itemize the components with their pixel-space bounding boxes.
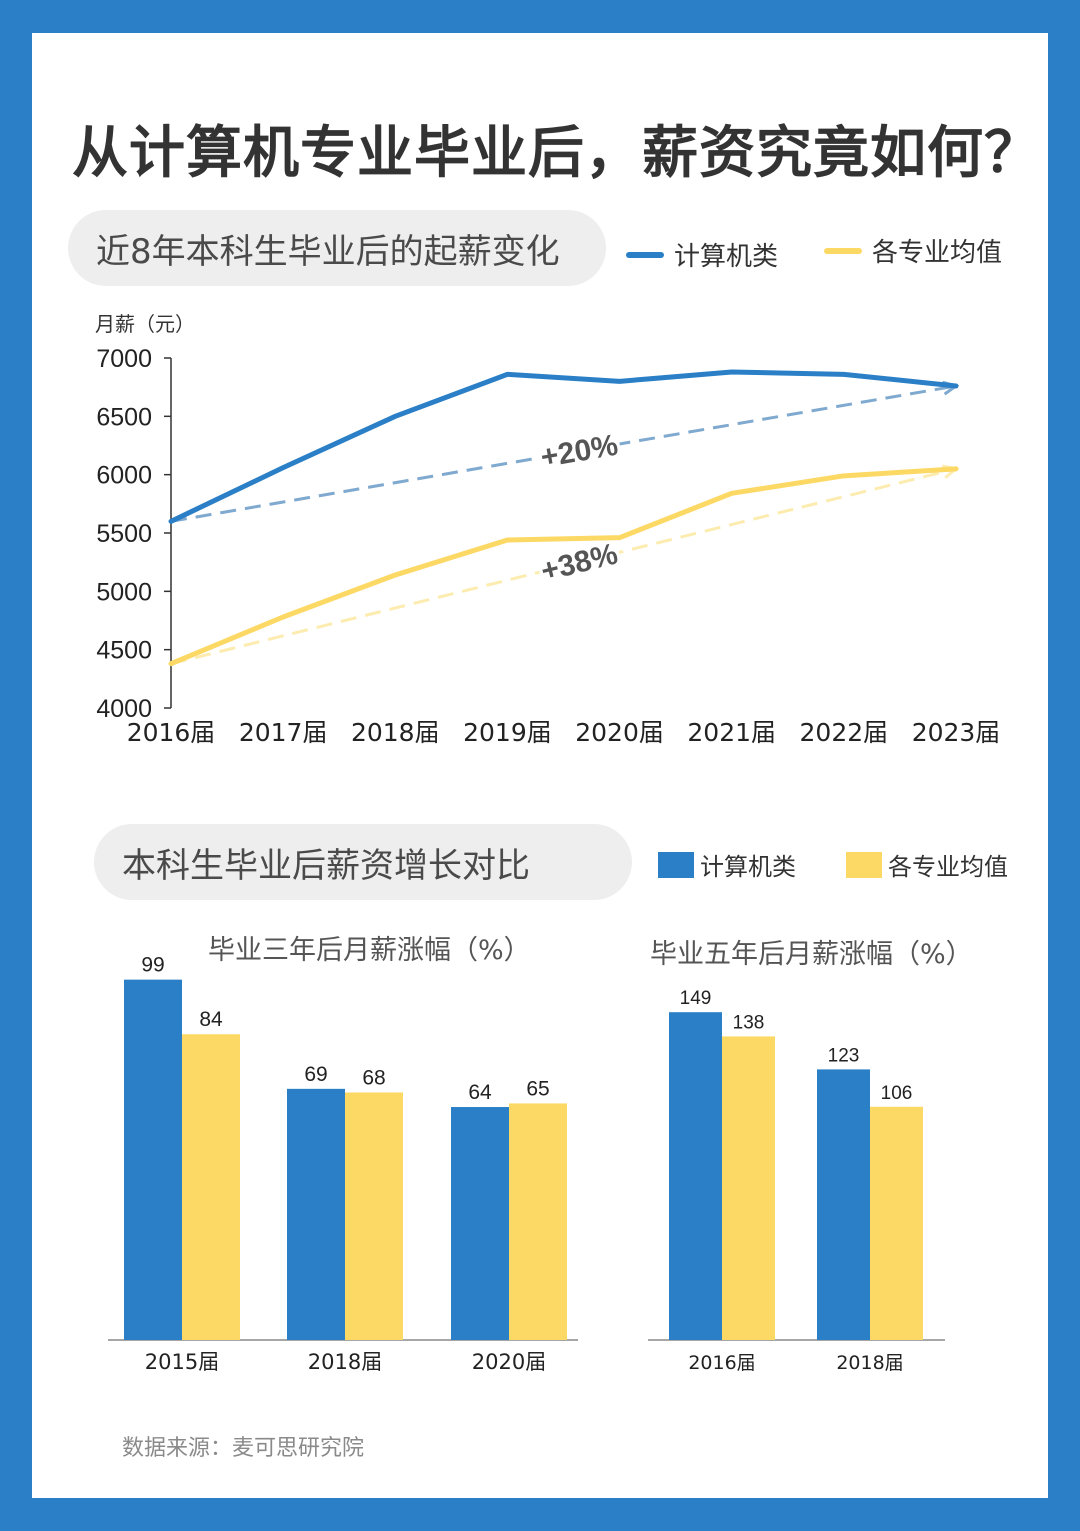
y-tick-label: 6500 (96, 403, 152, 431)
series-line-average (168, 466, 959, 667)
legend-item-computer-2: 计算机类 (658, 847, 796, 882)
y-tick-label: 4500 (96, 637, 152, 665)
bar-value-label: 123 (828, 1045, 860, 1066)
legend-square-swatch (658, 851, 694, 878)
bar-value-label: 68 (362, 1066, 385, 1089)
section-pill-salary-trend: 近8年本科生毕业后的起薪变化 (68, 210, 606, 286)
x-tick-label: 2017届 (239, 718, 328, 747)
series-line-computer (168, 369, 959, 524)
section-pill-growth-compare: 本科生毕业后薪资增长对比 (94, 824, 632, 900)
x-tick-label: 2016届 (127, 718, 216, 747)
bar-category-label: 2016届 (688, 1352, 755, 1374)
bar-value-label: 106 (881, 1083, 913, 1104)
bar-average (722, 1036, 775, 1340)
legend-label: 计算机类 (674, 242, 779, 272)
x-tick-label: 2020届 (575, 718, 664, 747)
bar-value-label: 99 (141, 954, 164, 977)
bar-category-label: 2020届 (472, 1350, 546, 1374)
x-tick-label: 2023届 (912, 718, 1001, 747)
bar-computer (451, 1107, 509, 1340)
legend-item-average-2: 各专业均值 (846, 847, 1008, 882)
bar-computer (669, 1012, 722, 1340)
y-tick-label: 6000 (96, 462, 152, 490)
growth-dashed-arrow (170, 384, 957, 523)
bar-computer (124, 979, 182, 1340)
bar-average (182, 1034, 240, 1340)
bar-value-label: 64 (468, 1081, 492, 1104)
bar-value-label: 149 (680, 988, 712, 1009)
bar-computer (817, 1069, 870, 1340)
bar-average (345, 1092, 403, 1340)
bar-value-label: 138 (733, 1012, 765, 1033)
x-tick-label: 2019届 (463, 718, 552, 747)
bar-value-label: 65 (526, 1077, 549, 1100)
bar-average (870, 1106, 923, 1340)
y-tick-label: 7000 (96, 345, 152, 373)
x-tick-label: 2021届 (687, 718, 776, 747)
growth-label-bg (534, 533, 623, 588)
growth-label-bg (535, 424, 623, 474)
bar-value-label: 69 (304, 1063, 327, 1086)
bar-chart-5yr-title: 毕业五年后月薪涨幅（%） (650, 939, 973, 970)
legend-item-average: 各专业均值 (824, 232, 1002, 269)
y-tick-label: 5500 (96, 520, 152, 548)
bar-average (509, 1103, 567, 1340)
bar-value-label: 84 (199, 1008, 223, 1031)
legend-line-swatch (626, 251, 664, 258)
bar-category-label: 2018届 (836, 1352, 903, 1374)
legend-line-swatch (824, 247, 862, 254)
y-tick-label: 5000 (96, 578, 152, 606)
bar-chart-3yr-title: 毕业三年后月薪涨幅（%） (208, 935, 531, 966)
legend-label: 计算机类 (700, 853, 796, 881)
bar-category-label: 2018届 (308, 1350, 382, 1374)
legend-label: 各专业均值 (888, 853, 1008, 881)
legend-item-computer: 计算机类 (626, 236, 778, 273)
bar-computer (287, 1088, 345, 1340)
y-axis-label: 月薪（元） (95, 312, 195, 336)
x-tick-label: 2022届 (800, 718, 889, 747)
data-source-note: 数据来源：麦可思研究院 (122, 1436, 365, 1461)
page-title: 从计算机专业毕业后，薪资究竟如何？ (72, 121, 1041, 186)
legend-label: 各专业均值 (872, 238, 1003, 268)
bar-category-label: 2015届 (145, 1350, 219, 1374)
x-tick-label: 2018届 (351, 718, 440, 747)
legend-square-swatch (846, 851, 882, 878)
y-tick-label: 4000 (96, 695, 152, 723)
